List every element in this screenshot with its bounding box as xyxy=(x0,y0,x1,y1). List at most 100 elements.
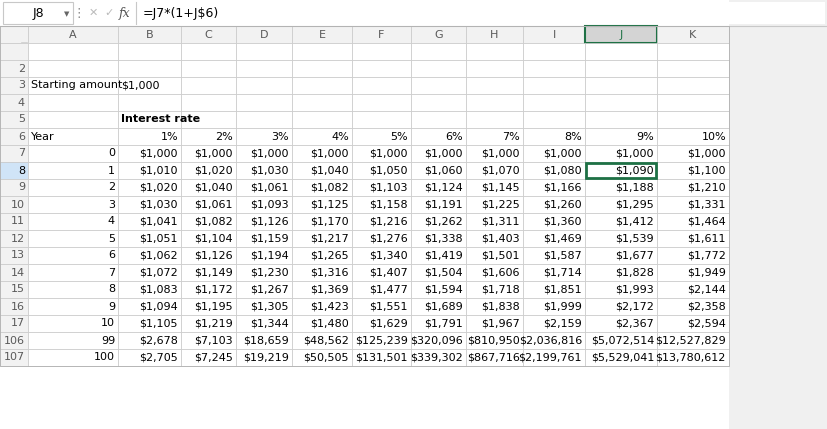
Bar xyxy=(657,145,729,162)
Bar xyxy=(0,298,28,315)
Bar xyxy=(657,315,729,332)
Bar xyxy=(466,43,523,60)
Text: $1,311: $1,311 xyxy=(481,217,520,227)
Text: $7,245: $7,245 xyxy=(194,353,233,363)
Bar xyxy=(236,196,292,213)
Bar xyxy=(28,349,118,366)
Text: 9: 9 xyxy=(18,182,25,193)
Text: 4: 4 xyxy=(18,97,25,108)
Text: 6: 6 xyxy=(108,251,115,260)
Bar xyxy=(236,179,292,196)
Bar xyxy=(292,111,352,128)
Text: $1,305: $1,305 xyxy=(251,302,289,311)
Bar xyxy=(411,281,466,298)
Bar xyxy=(28,247,118,264)
Text: 10: 10 xyxy=(101,318,115,329)
Bar xyxy=(657,349,729,366)
Text: $2,358: $2,358 xyxy=(687,302,726,311)
Text: 107: 107 xyxy=(4,353,25,363)
Text: fx: fx xyxy=(119,6,131,19)
Bar xyxy=(0,145,28,162)
Bar xyxy=(411,162,466,179)
Bar xyxy=(352,349,411,366)
Text: $1,040: $1,040 xyxy=(310,166,349,175)
Bar xyxy=(585,162,657,179)
Bar xyxy=(139,2,825,24)
Bar xyxy=(118,179,181,196)
Text: 8: 8 xyxy=(108,284,115,294)
Text: 8: 8 xyxy=(18,166,25,175)
Bar xyxy=(352,77,411,94)
Bar xyxy=(411,111,466,128)
Bar xyxy=(352,111,411,128)
Bar xyxy=(585,111,657,128)
Bar xyxy=(181,94,236,111)
Bar xyxy=(3,2,73,24)
Bar xyxy=(0,111,28,128)
Text: $1,999: $1,999 xyxy=(543,302,582,311)
Text: D: D xyxy=(260,30,268,39)
Bar xyxy=(352,230,411,247)
Text: $1,851: $1,851 xyxy=(543,284,582,294)
Bar xyxy=(523,281,585,298)
Text: $1,772: $1,772 xyxy=(687,251,726,260)
Text: C: C xyxy=(204,30,213,39)
Bar xyxy=(118,43,181,60)
Text: 12: 12 xyxy=(11,233,25,244)
Text: 11: 11 xyxy=(11,217,25,227)
Text: ▼: ▼ xyxy=(64,11,69,17)
Bar xyxy=(0,26,729,370)
Text: $1,260: $1,260 xyxy=(543,199,582,209)
Text: 100: 100 xyxy=(94,353,115,363)
Bar xyxy=(0,94,28,111)
Bar xyxy=(0,0,827,26)
Text: $1,072: $1,072 xyxy=(139,268,178,278)
Bar xyxy=(411,60,466,77)
Bar xyxy=(657,213,729,230)
Bar xyxy=(657,230,729,247)
Text: 10%: 10% xyxy=(701,132,726,142)
Bar xyxy=(352,43,411,60)
Text: $810,950: $810,950 xyxy=(467,335,520,345)
Bar xyxy=(352,247,411,264)
Text: $1,338: $1,338 xyxy=(424,233,463,244)
Bar xyxy=(0,162,28,179)
Bar xyxy=(523,298,585,315)
Text: $1,000: $1,000 xyxy=(121,81,160,91)
Text: $1,216: $1,216 xyxy=(370,217,408,227)
Text: $1,194: $1,194 xyxy=(251,251,289,260)
Text: $1,030: $1,030 xyxy=(140,199,178,209)
Bar xyxy=(352,162,411,179)
Text: $1,030: $1,030 xyxy=(251,166,289,175)
Text: $1,993: $1,993 xyxy=(615,284,654,294)
Bar xyxy=(118,77,181,94)
Text: $1,170: $1,170 xyxy=(310,217,349,227)
Bar xyxy=(352,26,411,43)
Text: $1,714: $1,714 xyxy=(543,268,582,278)
Bar xyxy=(118,60,181,77)
Bar xyxy=(236,264,292,281)
Text: 7: 7 xyxy=(18,148,25,158)
Bar xyxy=(236,60,292,77)
Text: $1,464: $1,464 xyxy=(687,217,726,227)
Bar xyxy=(523,111,585,128)
Bar xyxy=(236,213,292,230)
Text: $1,041: $1,041 xyxy=(140,217,178,227)
Text: $1,040: $1,040 xyxy=(194,182,233,193)
Text: I: I xyxy=(552,30,556,39)
Text: $1,316: $1,316 xyxy=(310,268,349,278)
Bar xyxy=(28,60,118,77)
Text: $1,000: $1,000 xyxy=(370,148,408,158)
Text: $1,403: $1,403 xyxy=(481,233,520,244)
Bar xyxy=(292,94,352,111)
Bar xyxy=(523,145,585,162)
Bar xyxy=(585,77,657,94)
Bar xyxy=(0,179,28,196)
Bar xyxy=(181,111,236,128)
Text: $1,629: $1,629 xyxy=(369,318,408,329)
Bar xyxy=(466,264,523,281)
Bar xyxy=(0,230,28,247)
Bar xyxy=(236,128,292,145)
Bar xyxy=(466,247,523,264)
Bar xyxy=(585,281,657,298)
